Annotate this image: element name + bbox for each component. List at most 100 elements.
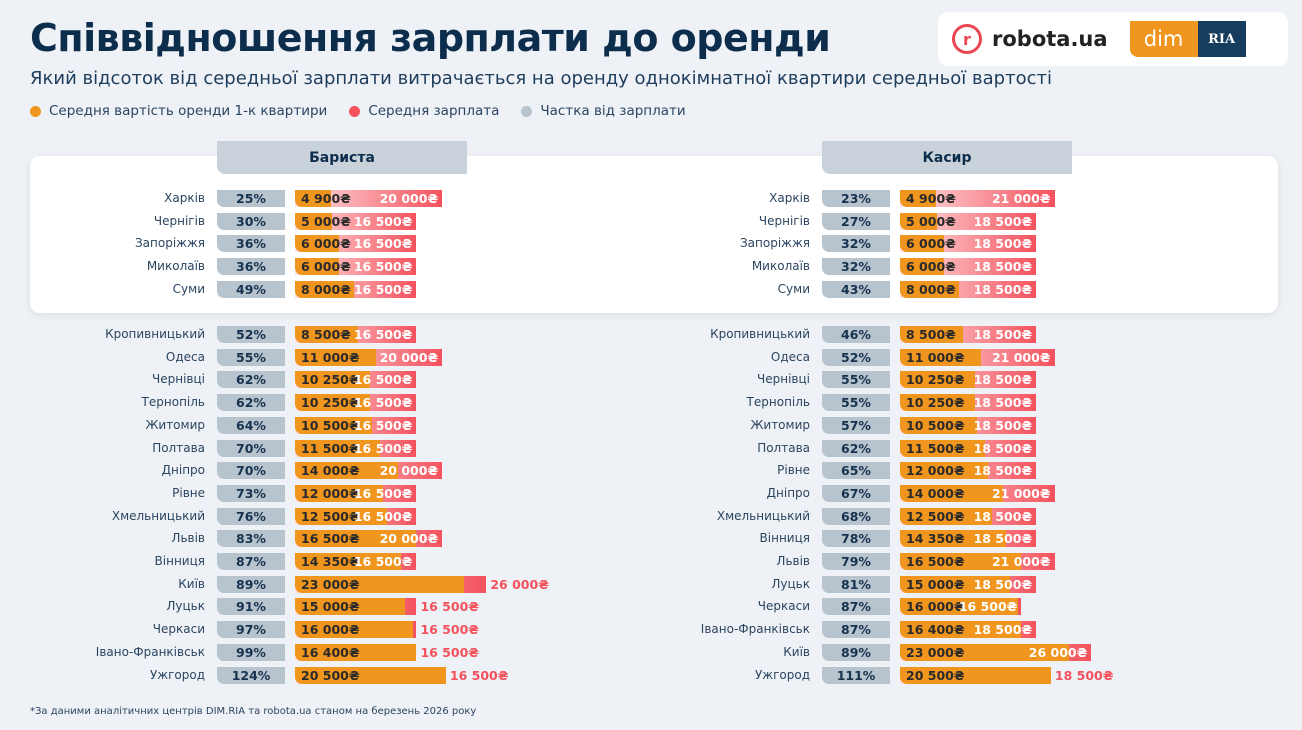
city-label: Харків bbox=[164, 191, 205, 205]
share-value: 32% bbox=[822, 258, 890, 276]
share-value: 97% bbox=[217, 621, 285, 639]
share-value: 91% bbox=[217, 598, 285, 616]
salary-value: 18 500₴ bbox=[973, 440, 1033, 456]
city-label: Одеса bbox=[165, 349, 205, 364]
table-row: Чернівці 55% 10 250₴ 18 500₴ bbox=[620, 371, 1120, 389]
salary-bar bbox=[295, 190, 443, 207]
rent-bar bbox=[900, 484, 1004, 502]
share-value: 27% bbox=[822, 212, 890, 230]
rent-bar bbox=[900, 575, 1011, 593]
table-row: Полтава 62% 11 500₴ 18 500₴ bbox=[620, 439, 1120, 457]
city-label: Івано-Франківськ bbox=[700, 622, 810, 637]
table-row: Тернопіль 55% 10 250₴ 18 500₴ bbox=[620, 394, 1120, 412]
salary-value: 16 500₴ bbox=[353, 554, 413, 569]
share-value: 62% bbox=[217, 371, 285, 389]
table-row: Львів 79% 16 500₴ 21 000₴ bbox=[620, 553, 1120, 570]
city-label: Дніпро bbox=[161, 463, 205, 478]
salary-value: 18 500₴ bbox=[973, 281, 1033, 297]
share-value: 83% bbox=[217, 530, 285, 548]
city-label: Житомир bbox=[145, 417, 205, 432]
share-value: 87% bbox=[217, 553, 285, 570]
rent-value: 8 500₴ bbox=[906, 327, 956, 342]
table-row: Миколаїв 32% 6 000₴ 18 500₴ bbox=[620, 258, 1120, 276]
rent-bar bbox=[900, 190, 937, 207]
rent-bar bbox=[295, 462, 399, 480]
rent-bar bbox=[295, 212, 332, 230]
cashier-header: Касир bbox=[822, 141, 1072, 174]
city-label: Житомир bbox=[750, 417, 810, 432]
city-label: Полтава bbox=[152, 440, 205, 455]
rent-bar bbox=[295, 598, 406, 616]
share-value: 55% bbox=[822, 394, 890, 412]
city-label: Суми bbox=[172, 281, 205, 296]
table-row: Чернігів 27% 5 000₴ 18 500₴ bbox=[620, 212, 1120, 230]
rent-bar bbox=[295, 371, 371, 389]
rent-bar bbox=[900, 280, 959, 298]
salary-value: 16 500₴ bbox=[353, 485, 413, 501]
salary-value: 21 000₴ bbox=[991, 191, 1051, 206]
rent-value: 4 900₴ bbox=[301, 191, 351, 206]
share-value: 25% bbox=[217, 190, 285, 207]
table-row: Полтава 70% 11 500₴ 16 500₴ bbox=[15, 439, 515, 457]
city-label: Хмельницький bbox=[716, 508, 810, 523]
city-label: Львів bbox=[171, 531, 205, 546]
rent-value: 11 000₴ bbox=[906, 349, 965, 365]
city-label: Хмельницький bbox=[111, 508, 205, 523]
table-row: Харків 25% 4 900₴ 20 000₴ bbox=[15, 190, 515, 207]
share-value: 57% bbox=[822, 416, 890, 434]
share-value: 89% bbox=[217, 575, 285, 593]
legend-label: Частка від зарплати bbox=[540, 103, 686, 119]
share-value: 89% bbox=[822, 643, 890, 661]
table-row: Луцьк 91% 15 000₴ 16 500₴ bbox=[15, 598, 515, 616]
rent-bar bbox=[900, 507, 992, 525]
rent-value: 16 500₴ bbox=[301, 531, 360, 547]
rent-bar bbox=[900, 258, 945, 276]
city-label: Рівне bbox=[172, 485, 205, 500]
city-label: Рівне bbox=[777, 463, 810, 478]
share-dot-icon bbox=[521, 105, 533, 117]
rent-value: 20 500₴ bbox=[906, 667, 965, 683]
share-value: 67% bbox=[822, 484, 890, 502]
salary-value: 16 500₴ bbox=[353, 440, 413, 456]
salary-value: 18 500₴ bbox=[973, 327, 1033, 342]
rent-bar bbox=[900, 530, 1006, 548]
share-value: 52% bbox=[822, 348, 890, 366]
rent-bar bbox=[900, 621, 1021, 639]
rent-value: 14 000₴ bbox=[301, 463, 360, 479]
footnote: *За даними аналітичних центрів DIM.RIA т… bbox=[30, 706, 477, 717]
share-value: 46% bbox=[822, 326, 890, 343]
city-label: Чернігів bbox=[153, 213, 205, 228]
rent-value: 12 500₴ bbox=[906, 508, 965, 524]
rent-value: 6 000₴ bbox=[301, 259, 351, 275]
salary-value: 20 000₴ bbox=[379, 463, 439, 479]
rent-value: 8 000₴ bbox=[906, 281, 956, 297]
rent-bar bbox=[295, 416, 373, 434]
share-value: 55% bbox=[822, 371, 890, 389]
table-row: Суми 49% 8 000₴ 16 500₴ bbox=[15, 280, 515, 298]
city-label: Івано-Франківськ bbox=[95, 644, 205, 659]
share-value: 23% bbox=[822, 190, 890, 207]
city-label: Луцьк bbox=[166, 599, 205, 614]
rent-bar bbox=[295, 666, 446, 684]
rent-bar bbox=[295, 348, 376, 366]
rent-value: 16 400₴ bbox=[301, 644, 360, 660]
share-value: 87% bbox=[822, 621, 890, 639]
rent-bar bbox=[900, 212, 937, 230]
rent-value: 12 000₴ bbox=[301, 485, 360, 501]
share-value: 30% bbox=[217, 212, 285, 230]
salary-value: 18 500₴ bbox=[973, 259, 1033, 275]
city-label: Тернопіль bbox=[746, 395, 810, 410]
city-label: Миколаїв bbox=[146, 259, 205, 274]
salary-value: 26 000₴ bbox=[490, 576, 549, 592]
city-label: Кропивницький bbox=[105, 327, 205, 341]
rent-value: 16 400₴ bbox=[906, 622, 965, 638]
table-row: Львів 83% 16 500₴ 20 000₴ bbox=[15, 530, 515, 548]
share-value: 124% bbox=[217, 666, 285, 684]
salary-value: 18 500₴ bbox=[973, 463, 1033, 479]
city-label: Ужгород bbox=[754, 667, 810, 682]
share-value: 64% bbox=[217, 416, 285, 434]
rent-bar bbox=[295, 507, 387, 525]
salary-value: 16 500₴ bbox=[420, 599, 480, 615]
table-row: Івано-Франківськ 99% 16 400₴ 16 500₴ bbox=[15, 643, 515, 661]
table-row: Черкаси 87% 16 000₴ 16 500₴ bbox=[620, 598, 1120, 616]
